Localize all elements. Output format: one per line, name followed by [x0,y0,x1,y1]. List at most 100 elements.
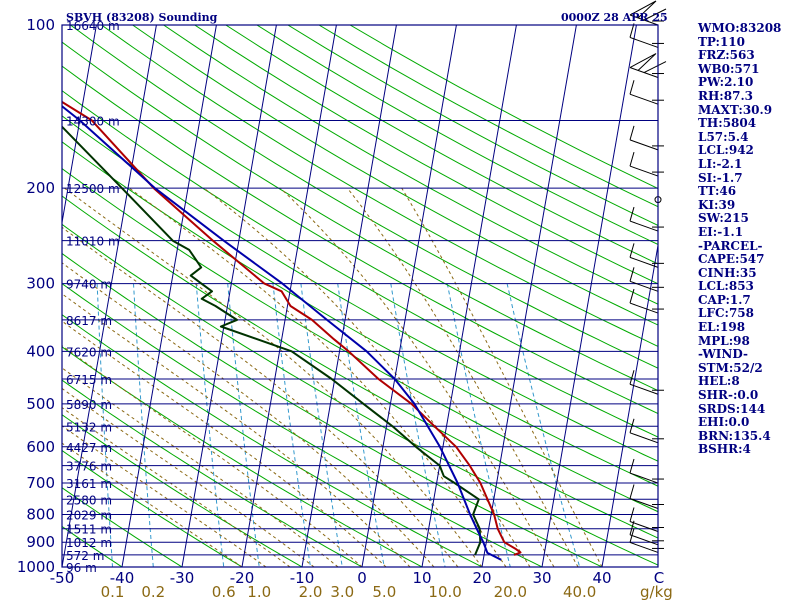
index-item: EI:-1.1 [698,224,744,239]
temperature-tick-label: 30 [532,569,551,587]
index-item: MPL:98 [698,333,750,348]
moist-adiabat-line [129,187,507,567]
isotherm-line [181,25,277,567]
mixing-ratio-line [227,283,260,567]
pressure-tick-label: 400 [26,342,55,360]
wind-barb [629,458,664,484]
index-item: HEL:8 [698,374,740,389]
index-item: WB0:571 [698,61,760,76]
height-label: 3776 m [66,460,112,474]
wind-barb [629,125,664,151]
temperature-unit-label: C [654,569,664,587]
chart-grid [62,25,658,567]
index-item: SRDS:144 [698,401,766,416]
wind-barb [629,23,664,48]
wind-barb [629,53,667,78]
mixing-ratio-tick-label: 3.0 [330,583,354,600]
isotherm-line [62,25,97,226]
time-title: 0000Z 28 APR 25 [561,11,668,24]
mixing-ratio-tick-label: 5.0 [372,583,396,600]
dry-adiabat-line [62,141,658,487]
wind-barb [629,206,664,232]
mixing-ratio-tick-label: 10.0 [428,583,461,600]
height-label: 11010 m [66,235,120,249]
wind-barb [629,370,664,395]
height-label: 96 m [66,561,97,575]
index-item: TT:46 [698,184,737,199]
moist-adiabat-line [347,187,579,567]
index-item: FRZ:563 [698,48,755,63]
isotherm-line [421,25,517,567]
height-label: 16640 m [66,19,120,33]
isotherm-line [541,25,637,567]
height-label: 1511 m [66,523,112,537]
mixing-ratio-line [195,283,225,567]
index-item: LCL:942 [698,143,754,158]
pressure-tick-label: 1000 [17,558,55,576]
wind-barb [629,80,664,105]
isotherm-line [361,25,457,567]
height-label: 8617 m [66,314,112,328]
temperature-profile-line [62,100,522,556]
index-item: PW:2.10 [698,75,754,90]
height-label: 2580 m [66,493,112,507]
pressure-tick-label: 900 [26,533,55,551]
parcel-profile-line [62,104,502,561]
index-item: SW:215 [698,211,749,226]
wind-barbs [629,0,667,553]
index-item: -WIND- [698,347,748,362]
height-label: 4427 m [66,441,112,455]
moist-adiabat-line [62,367,339,567]
temperature-tick-label: 40 [592,569,611,587]
temperature-tick-label: -30 [170,569,195,587]
index-item: -PARCEL- [698,238,763,253]
index-item: L57:5.4 [698,129,749,144]
index-item: LFC:758 [698,306,754,321]
dewpoint-profile-line [62,125,482,556]
pressure-tick-label: 600 [26,438,55,456]
index-item: LCL:853 [698,279,754,294]
mixing-ratio-tick-label: 0.2 [141,583,165,600]
pressure-tick-label: 200 [26,179,55,197]
index-item: EL:198 [698,320,746,335]
temperature-tick-label: -40 [110,569,135,587]
height-label: 12500 m [66,182,120,196]
pressure-tick-label: 800 [26,505,55,523]
mixing-ratio-unit-label: g/kg [640,583,673,600]
dry-adiabat-line [62,65,658,415]
height-label: 5890 m [66,398,112,412]
index-item: RH:87.3 [698,88,753,103]
temperature-tick-label: 10 [412,569,431,587]
index-item: STM:52/2 [698,360,763,375]
moist-adiabat-line [62,320,387,567]
wind-barb [629,0,667,26]
chart-series [62,100,522,561]
isotherm-line [481,25,577,567]
mixing-ratio-tick-label: 40.0 [563,583,596,600]
isotherm-line [121,25,217,567]
mixing-ratio-tick-label: 0.6 [212,583,236,600]
pressure-tick-label: 100 [26,16,55,34]
pressure-tick-label: 300 [26,275,55,293]
height-label: 572 m [66,549,104,563]
wind-barb [629,288,664,314]
mixing-ratio-line [506,283,581,567]
wind-barb [629,267,664,292]
index-item: CAP:1.7 [698,292,751,307]
height-label: 9740 m [66,278,112,292]
height-label: 5132 m [66,420,112,434]
index-item: BSHR:4 [698,442,751,457]
index-item: LI:-2.1 [698,156,743,171]
wind-barb [629,418,664,444]
isotherm-line [241,25,337,567]
dry-adiabat-line [62,90,658,438]
index-item: SHR-:0.0 [698,388,759,403]
stability-indices-list: WMO:83208 TP:110 FRZ:563 WB0:571 PW:2.10 RH:8… [698,21,781,457]
mixing-ratio-tick-label: 2.0 [299,583,323,600]
isotherm-line [62,25,157,567]
index-item: TP:110 [698,34,746,49]
moist-adiabat-line [62,262,435,567]
height-label: 7620 m [66,345,112,359]
dry-adiabat-line [62,41,658,392]
